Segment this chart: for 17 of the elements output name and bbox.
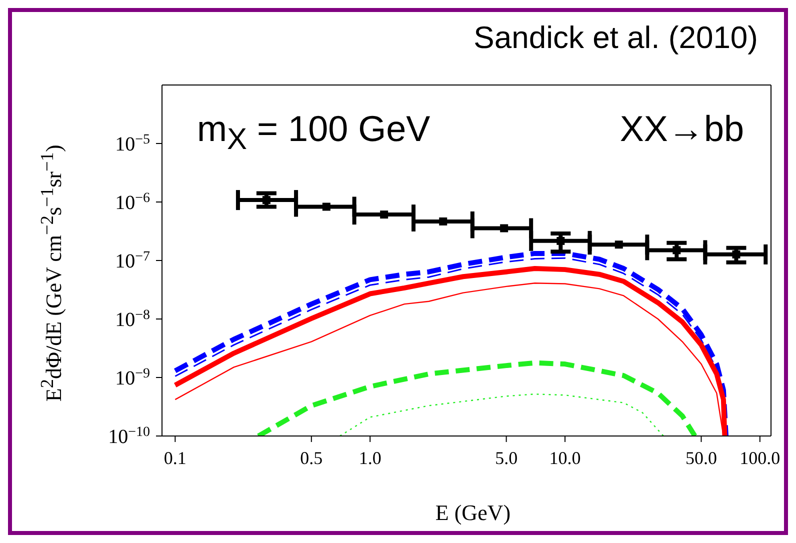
x-tick-label: 50.0 [685,448,717,468]
x-tick-label: 5.0 [495,448,518,468]
annotation: m$_{X}$ = 100 GeV [197,108,430,158]
y-tick-label: 10$^{−7}$ [115,249,150,272]
chart-title: Sandick et al. (2010) [474,20,758,56]
x-tick-label: 0.5 [300,448,323,468]
annotation: XX→bb [620,108,744,150]
x-tick-label: 100.0 [740,448,780,468]
x-tick-label: 0.1 [164,448,186,468]
y-tick-label: 10$^{−5}$ [115,132,150,156]
y-tick-label: 10$^{−10}$ [108,424,150,448]
x-tick-label: 1.0 [358,448,382,468]
y-tick-label: 10$^{−6}$ [115,190,150,214]
x-axis-title: E (GeV) [434,500,512,526]
y-tick-label: 10$^{−9}$ [115,366,150,390]
x-tick-label: 10.0 [549,448,581,468]
y-tick-label: 10$^{−8}$ [115,308,150,331]
